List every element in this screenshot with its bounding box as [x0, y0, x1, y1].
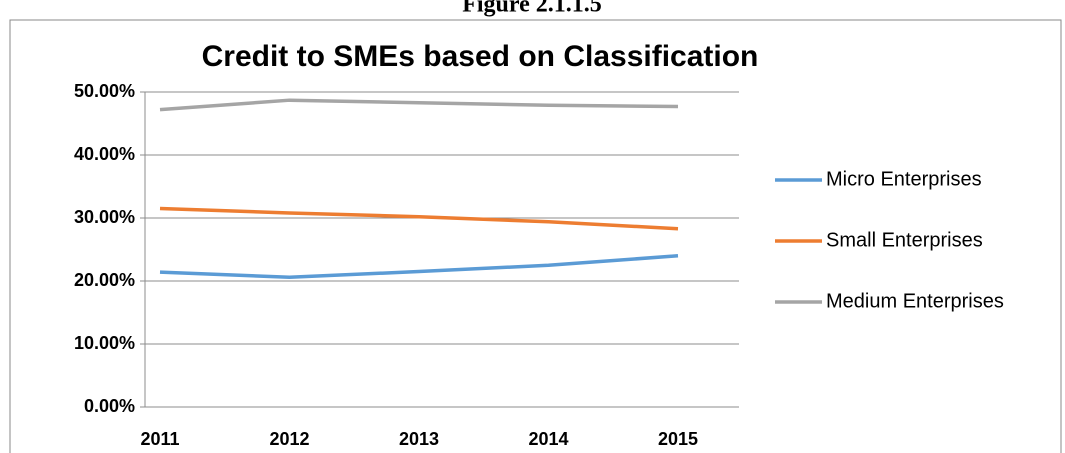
series-line: [159, 98, 679, 112]
chart-title: Credit to SMEs based on Classification: [202, 40, 759, 73]
legend-label: Medium Enterprises: [826, 290, 1004, 312]
x-tick-label: 2011: [140, 429, 179, 449]
y-tick-label: 40.00%: [74, 144, 135, 164]
y-tick-label: 0.00%: [84, 396, 135, 416]
x-tick-label: 2012: [269, 429, 309, 449]
y-tick-label: 50.00%: [74, 81, 135, 101]
chart-border: [9, 19, 1062, 453]
series-line: [159, 206, 679, 231]
y-tick-label: 20.00%: [74, 270, 135, 290]
figure-caption: Figure 2.1.1.5: [462, 0, 602, 18]
x-tick-label: 2015: [658, 429, 698, 449]
x-tick-label: 2013: [399, 429, 439, 449]
y-tick-label: 30.00%: [74, 207, 135, 227]
series-line: [159, 254, 679, 279]
legend-label: Micro Enterprises: [826, 168, 982, 190]
legend-label: Small Enterprises: [826, 229, 983, 251]
x-tick-label: 2014: [528, 429, 568, 449]
y-tick-label: 10.00%: [74, 333, 135, 353]
